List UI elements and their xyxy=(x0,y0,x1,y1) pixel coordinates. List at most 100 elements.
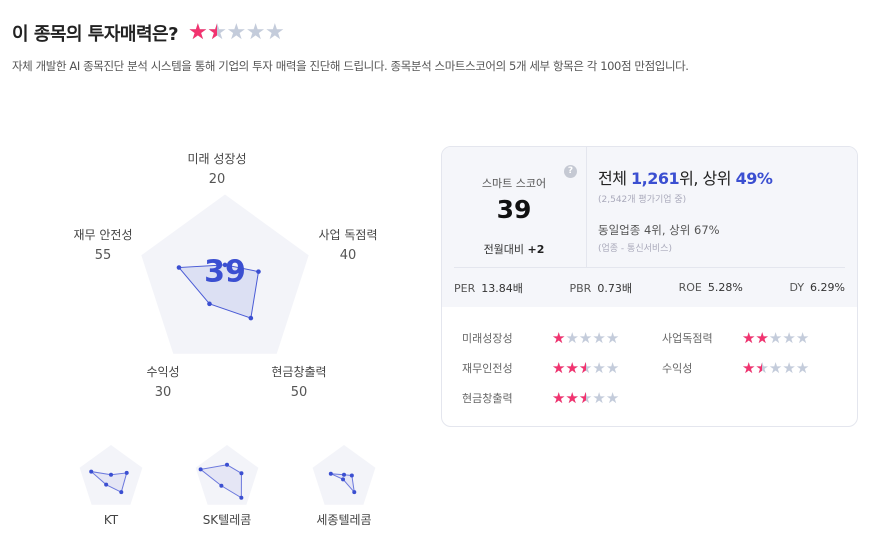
peer-radar-point xyxy=(219,483,224,488)
star-icon: ★★ xyxy=(565,328,579,347)
score-label: 스마트 스코어 xyxy=(481,177,547,190)
peer-radar[interactable]: 세종텔레콤 xyxy=(312,445,376,527)
metrics-row: PER 13.84배 PBR 0.73배 ROE 5.28% DY 6.29% xyxy=(454,267,845,307)
peer-radar-area xyxy=(89,470,128,493)
metric-dy: DY 6.29% xyxy=(789,281,845,294)
rating-stars: ★★★★★★★★★★ xyxy=(188,20,285,45)
star-icon: ★★ xyxy=(795,328,810,347)
axis-value: 20 xyxy=(209,172,226,187)
main-radar-area xyxy=(177,264,260,319)
rating-label: 사업독점력 xyxy=(662,332,713,345)
star-icon: ★★ xyxy=(782,328,796,347)
star-icon: ★★ xyxy=(565,388,579,407)
peer-radar-point xyxy=(341,477,346,482)
description: 자체 개발한 AI 종목진단 분석 시스템을 통해 기업의 투자 매력을 진단해… xyxy=(12,59,689,73)
axis-label: 재무 안전성 xyxy=(73,228,132,242)
peer-radar-background xyxy=(195,445,259,505)
axis-value: 30 xyxy=(155,385,172,400)
main-radar-point xyxy=(248,315,254,321)
peer-radar[interactable]: KT xyxy=(79,445,143,527)
page-title: 이 종목의 투자매력은?★★★★★★★★★★ xyxy=(12,20,285,46)
axis-label: 사업 독점력 xyxy=(318,228,377,242)
radar-chart: 39 미래 성장성 20 사업 독점력 40 현금창출력 50 수익성 30 재무 안전성 55 KT… xyxy=(73,152,377,527)
main-radar-point xyxy=(256,269,261,274)
axis-label: 수익성 xyxy=(146,365,179,379)
star-icon: ★★ xyxy=(605,328,620,347)
star-icon: ★★ xyxy=(264,20,285,45)
peer-name[interactable]: SK텔레콤 xyxy=(203,513,252,527)
peer-radar-point xyxy=(239,495,244,500)
rating-label: 현금창출력 xyxy=(462,392,513,405)
axis-label: 현금창출력 xyxy=(271,365,326,379)
peer-radar-point xyxy=(328,471,333,476)
rating-grid: 미래성장성★★★★★★★★★★사업독점력★★★★★★★★★★재무인전성★★★★★… xyxy=(462,330,842,406)
metric-roe: ROE 5.28% xyxy=(678,281,743,294)
star-icon: ★★ xyxy=(605,388,620,407)
star-icon: ★★ xyxy=(768,328,783,347)
star-icon: ★★ xyxy=(188,20,208,45)
rating-stars: ★★★★★★★★★★ xyxy=(552,358,662,377)
star-icon: ★★ xyxy=(768,358,783,377)
axis-value: 50 xyxy=(291,385,308,400)
metric-pbr: PBR 0.73배 xyxy=(569,281,632,295)
peer-radar-point xyxy=(352,490,357,495)
peer-radar[interactable]: SK텔레콤 xyxy=(195,445,259,527)
peer-radar-point xyxy=(104,482,109,487)
main-radar-point xyxy=(176,265,182,270)
rank-sub: (2,542개 평가기업 중) xyxy=(598,195,687,205)
star-icon: ★★ xyxy=(592,358,606,377)
main-radar-point xyxy=(222,262,228,268)
axis-label: 미래 성장성 xyxy=(187,152,246,166)
peer-radar-point xyxy=(198,467,203,472)
star-icon: ★★ xyxy=(742,358,756,377)
star-icon: ★★ xyxy=(226,20,246,45)
star-icon: ★★ xyxy=(578,358,593,377)
peer-radar-point xyxy=(119,490,124,495)
peer-radar-point xyxy=(342,472,346,477)
industry-rank: 동일업종 4위, 상위 67% xyxy=(598,223,720,237)
peer-radar-point xyxy=(109,472,113,477)
center-score: 39 xyxy=(204,255,246,290)
overall-rank: 전체 1,261위, 상위 49% xyxy=(598,169,773,188)
star-icon: ★★ xyxy=(565,358,579,377)
star-icon: ★★ xyxy=(755,358,769,377)
main-radar-point xyxy=(207,301,212,307)
star-icon: ★★ xyxy=(605,358,620,377)
star-icon: ★★ xyxy=(782,358,796,377)
axis-value: 40 xyxy=(340,248,357,263)
industry-sub: (업종 - 통신서비스) xyxy=(598,244,672,254)
title-text: 이 종목의 투자매력은? xyxy=(12,24,179,45)
star-icon: ★★ xyxy=(552,388,566,407)
rating-label: 수익성 xyxy=(662,362,693,375)
rating-stars: ★★★★★★★★★★ xyxy=(552,328,662,347)
score-change: 전월대비 +2 xyxy=(483,243,545,256)
smart-score-card: 스마트 스코어 ? 39 전월대비 +2 전체 1,261위, 상위 49% (… xyxy=(441,146,858,427)
star-icon: ★★ xyxy=(742,328,756,347)
rating-stars: ★★★★★★★★★★ xyxy=(552,388,662,407)
star-icon: ★★ xyxy=(592,328,606,347)
star-icon: ★★ xyxy=(552,328,566,347)
score-value: 39 xyxy=(496,195,532,224)
peer-name[interactable]: KT xyxy=(104,513,119,527)
peer-radar-point xyxy=(239,471,244,476)
star-icon: ★★ xyxy=(755,328,769,347)
peer-name[interactable]: 세종텔레콤 xyxy=(316,513,371,527)
rating-label: 미래성장성 xyxy=(462,332,513,345)
peer-radar-point xyxy=(89,469,94,474)
peer-radar-point xyxy=(124,470,129,475)
rating-stars: ★★★★★★★★★★ xyxy=(742,328,842,347)
peer-radar-point xyxy=(225,462,229,467)
rating-stars: ★★★★★★★★★★ xyxy=(742,358,842,377)
star-icon: ★★ xyxy=(592,388,606,407)
peer-radar-area xyxy=(199,464,242,499)
star-icon: ★★ xyxy=(578,328,593,347)
peer-radar-point xyxy=(349,473,354,478)
main-radar-background xyxy=(141,194,309,354)
star-icon: ★★ xyxy=(578,388,593,407)
star-icon: ★★ xyxy=(552,358,566,377)
star-icon: ★★ xyxy=(207,20,227,45)
axis-value: 55 xyxy=(95,248,112,263)
metric-per: PER 13.84배 xyxy=(454,281,523,295)
star-icon: ★★ xyxy=(245,20,266,45)
question-circle-icon[interactable]: ? xyxy=(564,165,577,178)
